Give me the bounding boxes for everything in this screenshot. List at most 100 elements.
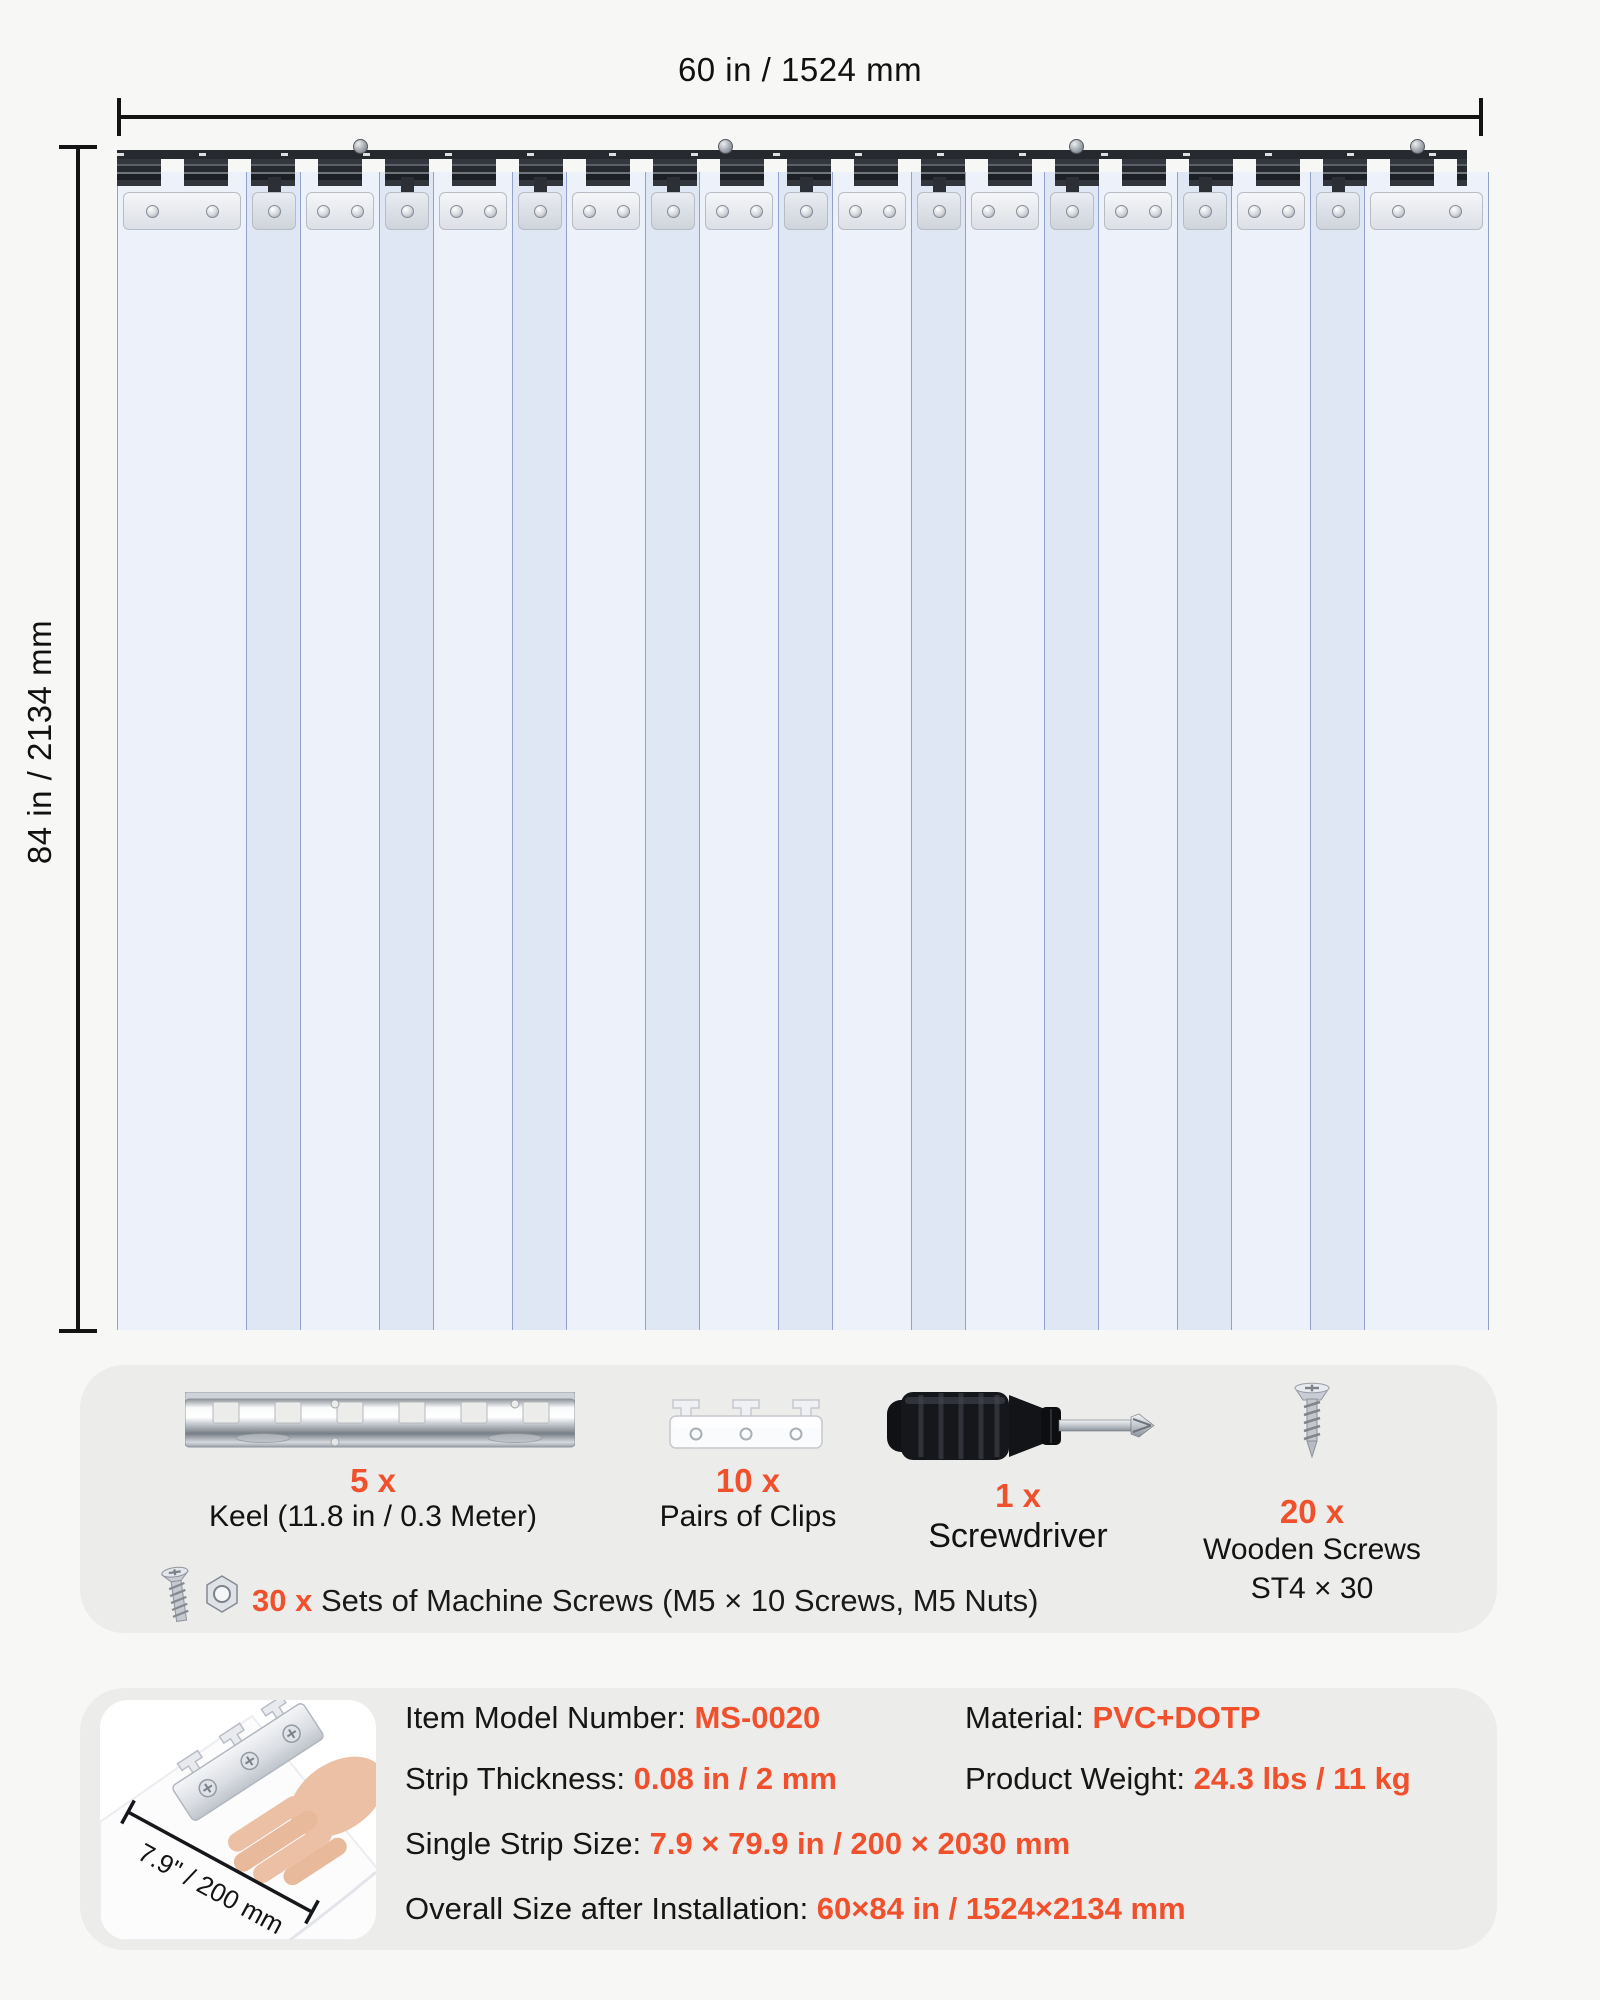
strip-sample-photo: 7.9" / 200 mm [100, 1700, 376, 1940]
clip-screw [145, 205, 159, 218]
pvc-strip-overlap [645, 172, 699, 1330]
clip-screw [1331, 205, 1345, 218]
spec-value-model: MS-0020 [694, 1700, 821, 1735]
spec-label-material: Material: [965, 1700, 1093, 1735]
clip-screw [617, 205, 631, 218]
strip-clip [517, 192, 562, 230]
height-dimension-tick-bottom [59, 1329, 97, 1333]
rail-hook [184, 159, 228, 186]
clip-screw [1016, 205, 1030, 218]
pvc-strip-overlap [512, 172, 566, 1330]
clip-screw [1149, 205, 1163, 218]
clip-screw [883, 205, 897, 218]
keel-label: Keel (11.8 in / 0.3 Meter) [209, 1500, 537, 1533]
clip-screws [198, 1724, 301, 1798]
rail-screw [1068, 139, 1084, 154]
pvc-strip [699, 172, 778, 1330]
strip-clip [572, 192, 640, 230]
rail-hook [318, 159, 362, 186]
rail-hook [1457, 159, 1467, 186]
pvc-strip [1231, 172, 1310, 1330]
pvc-strip [300, 172, 379, 1330]
spec-label-model: Item Model Number: [405, 1700, 695, 1735]
rail-hook [1256, 159, 1300, 186]
pvc-strip-overlap [778, 172, 832, 1330]
clip-screw [351, 205, 365, 218]
clips-label: Pairs of Clips [659, 1500, 837, 1533]
screwdriver-count: 1 x [995, 1477, 1041, 1514]
clip-screw [1282, 205, 1296, 218]
pvc-strip [117, 172, 246, 1330]
clip-screw [1247, 205, 1261, 218]
rail-slots [117, 153, 1467, 156]
pvc-strip-overlap [1044, 172, 1098, 1330]
machine-screw-nut-icon [160, 1566, 238, 1623]
strip-clip [1315, 192, 1360, 230]
rail-screw [353, 139, 369, 154]
rail-hook [586, 159, 630, 186]
clip-screw [1114, 205, 1128, 218]
specifications-panel: 7.9" / 200 mm Item Model Number: MS-0020… [80, 1688, 1497, 1950]
rail-hook [117, 159, 161, 186]
spec-row-1: Item Model Number: MS-0020 Material: PVC… [405, 1699, 1465, 1737]
rail-screw [1410, 139, 1426, 154]
spec-value-strip-size: 7.9 × 79.9 in / 200 × 2030 mm [649, 1826, 1071, 1861]
rail-hook [1390, 159, 1434, 186]
pvc-strip [433, 172, 512, 1330]
clip-screw [449, 205, 463, 218]
pvc-strip-overlap [246, 172, 300, 1330]
strip-clip [1049, 192, 1094, 230]
clip-screw [400, 205, 414, 218]
spec-row-4: Overall Size after Installation: 60×84 i… [405, 1890, 1186, 1928]
width-dimension-line [117, 115, 1483, 119]
clip-screw [981, 205, 995, 218]
machine-screws-line: 30 x Sets of Machine Screws (M5 × 10 Scr… [252, 1583, 1039, 1619]
clip-screw [715, 205, 729, 218]
keel-icon [185, 1392, 575, 1448]
clip-screw [848, 205, 862, 218]
spec-label-overall-size: Overall Size after Installation: [405, 1891, 817, 1926]
pvc-strip-overlap [1310, 172, 1364, 1330]
rail-hook [854, 159, 898, 186]
spec-value-weight: 24.3 lbs / 11 kg [1193, 1761, 1411, 1796]
rail-hook [452, 159, 496, 186]
spec-row-2: Strip Thickness: 0.08 in / 2 mm Product … [405, 1760, 1525, 1798]
machine-screws-count: 30 x [252, 1583, 313, 1618]
spec-label-weight: Product Weight: [965, 1761, 1194, 1796]
spec-label-strip-size: Single Strip Size: [405, 1826, 650, 1861]
strip-clip [971, 192, 1039, 230]
rail-hook [1323, 159, 1367, 186]
hand-graphic [228, 1756, 376, 1886]
clip-screw [1449, 205, 1463, 218]
pvc-strip-curtain [117, 172, 1490, 1330]
wooden-screws-count: 20 x [1279, 1493, 1345, 1530]
strip-clip [650, 192, 695, 230]
strip-clip [384, 192, 429, 230]
spec-value-thickness: 0.08 in / 2 mm [633, 1761, 837, 1796]
spec-value-material: PVC+DOTP [1092, 1700, 1261, 1735]
strip-clip [838, 192, 906, 230]
rail-hook [1122, 159, 1166, 186]
pvc-strip-overlap [379, 172, 433, 1330]
wooden-screw-icon [1294, 1382, 1330, 1459]
pvc-strip [566, 172, 645, 1330]
clip-screw [666, 205, 680, 218]
pvc-strip [832, 172, 911, 1330]
clip-screw [484, 205, 498, 218]
strip-clip [705, 192, 773, 230]
strip-clip [251, 192, 296, 230]
strip-clip [783, 192, 828, 230]
strip-clip [439, 192, 507, 230]
width-dimension-tick-right [1479, 98, 1483, 136]
clip-screw [932, 205, 946, 218]
rail-hook [720, 159, 764, 186]
spec-value-overall-size: 60×84 in / 1524×2134 mm [816, 1891, 1186, 1926]
clip-screw [267, 205, 281, 218]
pvc-strip-overlap [911, 172, 965, 1330]
keel-count: 5 x [350, 1462, 396, 1499]
mounting-rail-hooks [117, 159, 1467, 186]
clip-screw [1198, 205, 1212, 218]
strip-clip [306, 192, 374, 230]
clip-screw [1065, 205, 1079, 218]
